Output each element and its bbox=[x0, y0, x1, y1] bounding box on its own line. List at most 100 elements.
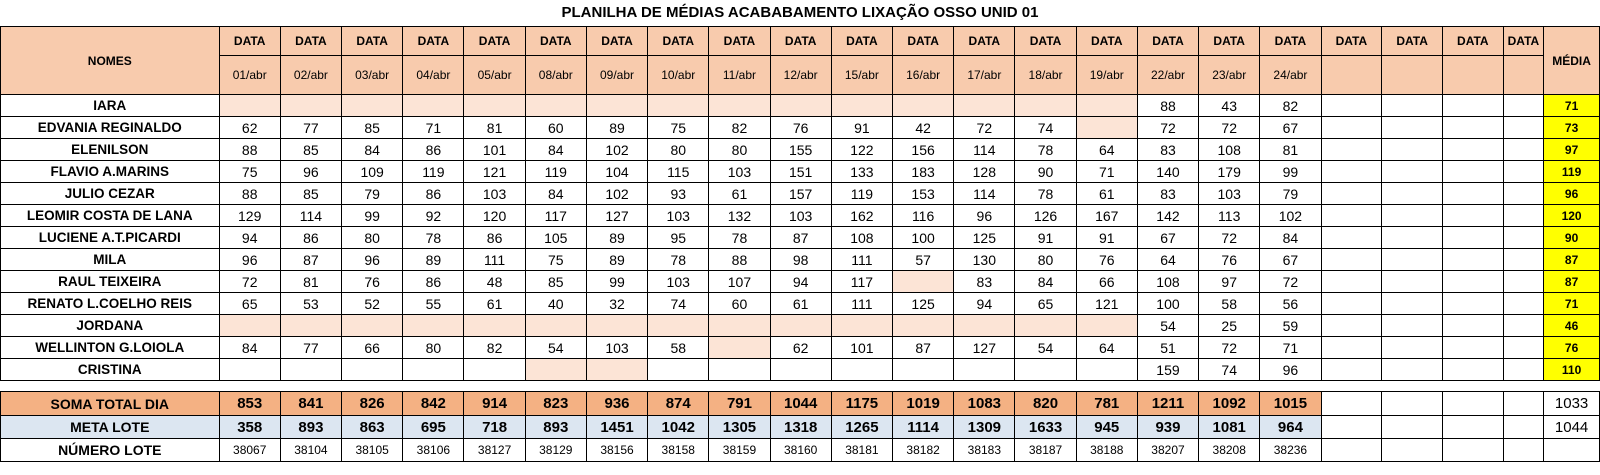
value-cell[interactable]: 103 bbox=[647, 270, 710, 293]
value-cell[interactable] bbox=[1075, 94, 1138, 117]
lote-value[interactable]: 38159 bbox=[708, 438, 771, 462]
value-cell[interactable] bbox=[647, 94, 710, 117]
empty-cell[interactable] bbox=[1381, 292, 1443, 315]
value-cell[interactable]: 83 bbox=[1136, 182, 1200, 205]
meta-label[interactable]: META LOTE bbox=[0, 415, 220, 439]
value-cell[interactable]: 114 bbox=[953, 138, 1016, 161]
media-cell[interactable]: 87 bbox=[1543, 248, 1600, 271]
empty-cell[interactable] bbox=[1502, 226, 1545, 249]
value-cell[interactable]: 98 bbox=[769, 248, 832, 271]
header-date[interactable]: 04/abr bbox=[402, 55, 465, 95]
value-cell[interactable]: 84 bbox=[218, 336, 281, 359]
value-cell[interactable]: 60 bbox=[708, 292, 771, 315]
value-cell[interactable]: 87 bbox=[891, 336, 955, 359]
value-cell[interactable]: 60 bbox=[524, 116, 587, 139]
lote-value[interactable]: 38127 bbox=[463, 438, 526, 462]
value-cell[interactable] bbox=[341, 314, 404, 337]
empty-cell[interactable] bbox=[1441, 292, 1504, 315]
value-cell[interactable]: 151 bbox=[769, 160, 832, 183]
empty-cell[interactable] bbox=[1502, 438, 1545, 462]
value-cell[interactable]: 40 bbox=[524, 292, 587, 315]
empty-cell[interactable] bbox=[1381, 204, 1443, 227]
value-cell[interactable]: 81 bbox=[463, 116, 526, 139]
value-cell[interactable]: 78 bbox=[1014, 182, 1077, 205]
header-date[interactable]: 09/abr bbox=[585, 55, 649, 95]
soma-value[interactable]: 853 bbox=[218, 391, 281, 416]
value-cell[interactable]: 121 bbox=[463, 160, 526, 183]
value-cell[interactable]: 157 bbox=[769, 182, 832, 205]
value-cell[interactable]: 130 bbox=[953, 248, 1016, 271]
header-date[interactable]: 01/abr bbox=[218, 55, 281, 95]
header-names[interactable]: NOMES bbox=[0, 26, 220, 95]
value-cell[interactable]: 89 bbox=[585, 248, 649, 271]
empty-cell[interactable] bbox=[1320, 94, 1383, 117]
value-cell[interactable]: 84 bbox=[1014, 270, 1077, 293]
empty-cell[interactable] bbox=[1381, 438, 1443, 462]
value-cell[interactable]: 125 bbox=[953, 226, 1016, 249]
value-cell[interactable] bbox=[953, 358, 1016, 381]
header-data-label[interactable]: DATA bbox=[1075, 26, 1138, 56]
lote-value[interactable]: 38208 bbox=[1198, 438, 1261, 462]
value-cell[interactable]: 85 bbox=[341, 116, 404, 139]
value-cell[interactable] bbox=[463, 358, 526, 381]
value-cell[interactable]: 72 bbox=[1198, 226, 1261, 249]
value-cell[interactable]: 82 bbox=[1259, 94, 1322, 117]
value-cell[interactable]: 66 bbox=[1075, 270, 1138, 293]
value-cell[interactable]: 91 bbox=[1075, 226, 1138, 249]
value-cell[interactable]: 89 bbox=[585, 116, 649, 139]
value-cell[interactable]: 82 bbox=[463, 336, 526, 359]
value-cell[interactable]: 84 bbox=[524, 182, 587, 205]
header-data-label[interactable]: DATA bbox=[953, 26, 1016, 56]
value-cell[interactable]: 103 bbox=[708, 160, 771, 183]
value-cell[interactable]: 132 bbox=[708, 204, 771, 227]
value-cell[interactable]: 91 bbox=[830, 116, 894, 139]
value-cell[interactable]: 113 bbox=[1198, 204, 1261, 227]
empty-cell[interactable] bbox=[1441, 248, 1504, 271]
soma-value[interactable]: 826 bbox=[341, 391, 404, 416]
value-cell[interactable] bbox=[463, 314, 526, 337]
employee-name[interactable]: EDVANIA REGINALDO bbox=[0, 116, 220, 139]
header-data-label[interactable]: DATA bbox=[1502, 26, 1545, 56]
value-cell[interactable]: 102 bbox=[1259, 204, 1322, 227]
lote-value[interactable]: 38156 bbox=[585, 438, 649, 462]
header-data-label[interactable]: DATA bbox=[218, 26, 281, 56]
empty-cell[interactable] bbox=[1381, 226, 1443, 249]
value-cell[interactable] bbox=[524, 314, 587, 337]
value-cell[interactable]: 153 bbox=[891, 182, 955, 205]
media-cell[interactable]: 46 bbox=[1543, 314, 1600, 337]
value-cell[interactable]: 64 bbox=[1075, 336, 1138, 359]
meta-value[interactable]: 964 bbox=[1259, 415, 1322, 439]
value-cell[interactable]: 100 bbox=[891, 226, 955, 249]
value-cell[interactable]: 89 bbox=[585, 226, 649, 249]
value-cell[interactable]: 119 bbox=[402, 160, 465, 183]
meta-value[interactable]: 893 bbox=[279, 415, 343, 439]
value-cell[interactable]: 72 bbox=[1136, 116, 1200, 139]
header-date[interactable]: 22/abr bbox=[1136, 55, 1200, 95]
header-data-label[interactable]: DATA bbox=[402, 26, 465, 56]
lote-value[interactable]: 38182 bbox=[891, 438, 955, 462]
empty-cell[interactable] bbox=[1381, 314, 1443, 337]
lote-value[interactable]: 38187 bbox=[1014, 438, 1077, 462]
value-cell[interactable]: 117 bbox=[524, 204, 587, 227]
value-cell[interactable]: 74 bbox=[647, 292, 710, 315]
header-date[interactable]: 12/abr bbox=[769, 55, 832, 95]
empty-cell[interactable] bbox=[1441, 116, 1504, 139]
media-cell[interactable]: 71 bbox=[1543, 292, 1600, 315]
header-data-label[interactable]: DATA bbox=[647, 26, 710, 56]
value-cell[interactable]: 79 bbox=[341, 182, 404, 205]
meta-value[interactable]: 945 bbox=[1075, 415, 1138, 439]
employee-name[interactable]: CRISTINA bbox=[0, 358, 220, 381]
value-cell[interactable]: 54 bbox=[524, 336, 587, 359]
meta-value[interactable]: 1451 bbox=[585, 415, 649, 439]
value-cell[interactable] bbox=[402, 94, 465, 117]
empty-cell[interactable] bbox=[1320, 314, 1383, 337]
value-cell[interactable] bbox=[891, 270, 955, 293]
header-date[interactable]: 18/abr bbox=[1014, 55, 1077, 95]
value-cell[interactable]: 64 bbox=[1075, 138, 1138, 161]
value-cell[interactable]: 58 bbox=[647, 336, 710, 359]
value-cell[interactable]: 86 bbox=[402, 182, 465, 205]
employee-name[interactable]: JULIO CEZAR bbox=[0, 182, 220, 205]
meta-value[interactable]: 1305 bbox=[708, 415, 771, 439]
lote-value[interactable]: 38105 bbox=[341, 438, 404, 462]
soma-value[interactable]: 936 bbox=[585, 391, 649, 416]
